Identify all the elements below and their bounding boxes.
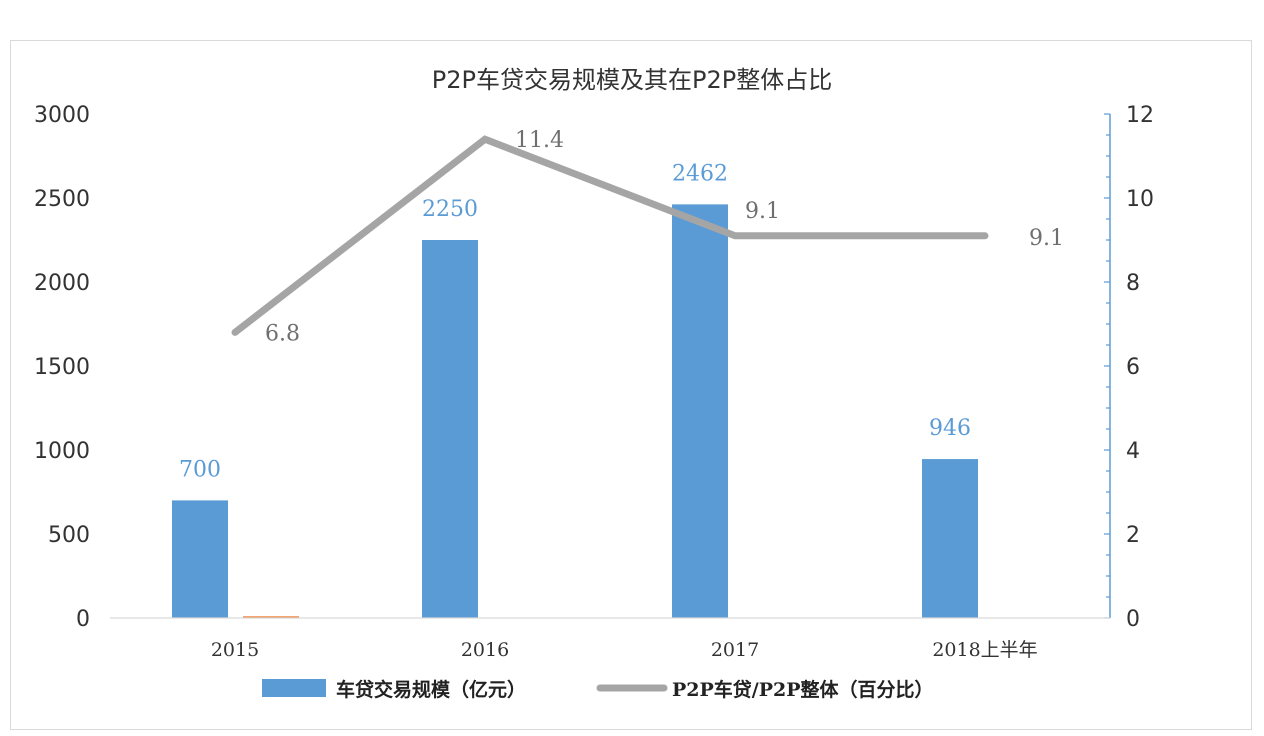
left-tick-label: 3000: [34, 103, 90, 128]
left-tick-label: 1500: [34, 355, 90, 380]
chart-frame: [10, 40, 1252, 730]
line-data-label: 9.1: [1029, 226, 1064, 251]
x-tick-label: 2018上半年: [932, 639, 1037, 661]
bar-data-label: 700: [179, 457, 221, 482]
right-tick-label: 4: [1126, 439, 1140, 464]
data-labels: 700 2250 2462 946 6.8 11.4 9.1 9.1: [179, 128, 1064, 482]
left-y-axis: 0 500 1000 1500 2000 2500 3000: [34, 103, 90, 632]
legend-swatch-bar: [262, 679, 326, 697]
line-data-label: 11.4: [515, 128, 564, 153]
x-tick-label: 2017: [711, 639, 759, 661]
legend-label-line: P2P车贷/P2P整体（百分比）: [672, 678, 934, 701]
bar: [672, 204, 728, 618]
bar: [922, 459, 978, 618]
line-series: [231, 135, 989, 336]
left-tick-label: 500: [48, 523, 90, 548]
right-tick-label: 6: [1126, 355, 1140, 380]
right-tick-label: 2: [1126, 523, 1140, 548]
x-axis: 2015 2016 2017 2018上半年: [110, 617, 1110, 661]
chart-title: P2P车贷交易规模及其在P2P整体占比: [432, 66, 832, 94]
bar-data-label: 946: [929, 416, 971, 441]
bar-data-label: 2462: [672, 161, 728, 186]
line-path: [231, 135, 989, 336]
left-tick-label: 0: [76, 607, 90, 632]
right-tick-label: 0: [1126, 607, 1140, 632]
bar: [422, 240, 478, 618]
x-tick-label: 2016: [461, 639, 509, 661]
extra-bar: [243, 616, 299, 618]
legend-label-bar: 车贷交易规模（亿元）: [336, 678, 526, 701]
bar: [172, 500, 228, 618]
x-tick-label: 2015: [211, 639, 259, 661]
line-data-label: 6.8: [265, 321, 300, 346]
left-tick-label: 1000: [34, 439, 90, 464]
right-y-axis: 0 2 4 6 8 10 12: [1104, 103, 1154, 632]
bar-series: [172, 204, 978, 618]
bar-data-label: 2250: [422, 197, 478, 222]
line-data-label: 9.1: [745, 199, 780, 224]
left-tick-label: 2500: [34, 187, 90, 212]
right-tick-label: 8: [1126, 271, 1140, 296]
right-tick-label: 10: [1126, 187, 1154, 212]
legend: 车贷交易规模（亿元） P2P车贷/P2P整体（百分比）: [262, 678, 934, 701]
left-tick-label: 2000: [34, 271, 90, 296]
right-tick-label: 12: [1126, 103, 1154, 128]
